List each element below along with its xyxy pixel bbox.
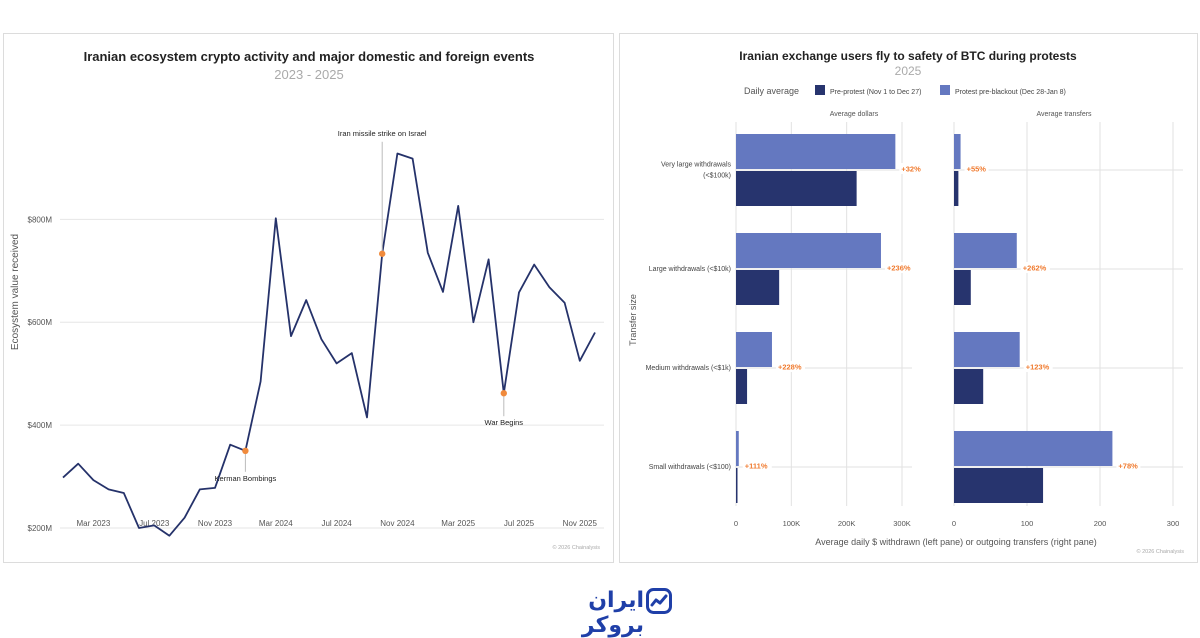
bar-protest [954,431,1113,466]
change-label: +262% [1023,264,1047,273]
bar-protest [736,233,881,268]
bar-pre [736,468,738,503]
x-tick-label: Mar 2023 [77,519,111,528]
bar-chart-panel: Iranian exchange users fly to safety of … [619,33,1198,563]
change-label-bg [775,361,805,372]
bar-chart-title: Iranian exchange users fly to safety of … [739,49,1077,63]
x-tick-label: 300 [1167,519,1180,528]
bar-protest [736,332,772,367]
change-label-bg [1023,361,1053,372]
line-chart-ylabel: Ecosystem value received [10,234,21,350]
change-label-bg [899,163,924,174]
annotation-label: Iran missile strike on Israel [338,129,427,138]
bar-chart: Iranian exchange users fly to safety of … [628,49,1185,555]
chart-trend-icon [646,588,672,614]
x-tick-label: Jul 2024 [321,519,352,528]
bar-protest [954,233,1017,268]
change-label: +111% [745,462,768,471]
bar-pre [954,270,971,305]
change-label: +32% [901,165,921,174]
bar-chart-xlabel: Average daily $ withdrawn (left pane) or… [815,537,1097,547]
bar-pre [954,369,984,404]
category-label: Small withdrawals (<$100) [649,464,731,471]
series-line [62,152,596,537]
pane-title-transfers: Average transfers [1036,111,1092,118]
brand-logo: ایران بروکر [526,586,676,638]
change-label: +78% [1118,462,1138,471]
y-tick-label: $600M [28,318,53,327]
category-label: Very large withdrawals [661,162,732,169]
bar-chart-ylabel: Transfer size [628,294,638,346]
bar-protest [954,332,1020,367]
bar-chart-source: © 2026 Chainalysis [1137,548,1185,555]
line-chart-panel: Iranian ecosystem crypto activity and ma… [3,33,614,563]
x-tick-label: 100 [1021,519,1034,528]
x-tick-label: Mar 2024 [259,519,293,528]
change-label: +228% [778,363,802,372]
annotation-marker [500,390,507,397]
category-label: (<$100k) [703,173,731,180]
x-tick-label: Nov 2024 [380,519,415,528]
x-tick-label: Nov 2025 [563,519,598,528]
line-chart-title: Iranian ecosystem crypto activity and ma… [84,49,535,64]
x-tick-label: 0 [952,519,956,528]
bar-protest [954,134,961,169]
y-tick-label: $800M [28,215,53,224]
x-tick-label: 200K [838,519,856,528]
bar-pre [954,468,1044,503]
legend-swatch-pre [815,85,825,95]
y-tick-label: $400M [28,421,53,430]
annotation-marker [379,250,386,257]
bar-protest [736,431,739,466]
change-label-bg [742,460,772,471]
legend-swatch-protest [940,85,950,95]
x-tick-label: Nov 2023 [198,519,233,528]
annotation-label: War Begins [485,418,524,427]
x-tick-label: 300K [893,519,911,528]
change-label-bg [964,163,989,174]
category-label: Medium withdrawals (<$1k) [646,365,731,372]
bar-protest [736,134,896,169]
annotation-marker [242,447,249,455]
line-chart-source: © 2026 Chainalysis [553,544,601,551]
annotation-label: Kerman Bombings [215,474,277,483]
bar-pre [736,270,780,305]
x-tick-label: Mar 2025 [441,519,475,528]
category-label: Large withdrawals (<$10k) [649,266,731,273]
bar-pre [736,369,748,404]
line-chart: Iranian ecosystem crypto activity and ma… [10,49,604,551]
bar-pre [954,171,959,206]
legend-label-protest: Protest pre-blackout (Dec 28-Jan 8) [955,89,1066,96]
change-label: +236% [887,264,911,273]
pane-title-dollars: Average dollars [830,111,879,118]
legend-title: Daily average [744,86,799,96]
change-label: +55% [967,165,987,174]
y-tick-label: $200M [28,524,53,533]
bar-pre [736,171,857,206]
change-label-bg [1020,262,1050,273]
x-tick-label: Jul 2023 [139,519,170,528]
change-label: +123% [1026,363,1050,372]
brand-logo-text: ایران بروکر [581,588,644,638]
change-label-bg [884,262,914,273]
line-chart-subtitle: 2023 - 2025 [274,67,343,82]
x-tick-label: 0 [734,519,738,528]
x-tick-label: 200 [1094,519,1107,528]
x-tick-label: Jul 2025 [504,519,535,528]
change-label-bg [1116,460,1141,471]
x-tick-label: 100K [783,519,801,528]
legend-label-pre: Pre-protest (Nov 1 to Dec 27) [830,89,921,96]
bar-chart-subtitle: 2025 [895,64,922,78]
